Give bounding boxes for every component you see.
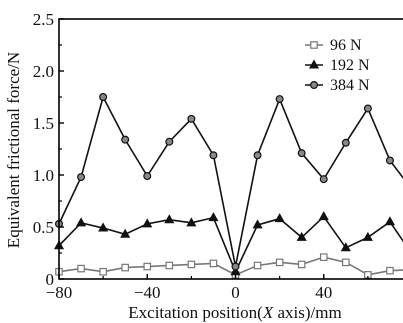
legend-marker-triangle [308, 59, 320, 69]
data-point-384-n [385, 156, 394, 165]
y-tick-label: 2.5 [33, 10, 54, 29]
legend-marker-circle [310, 80, 319, 89]
data-point-96-n [386, 266, 394, 275]
axes: 00.51.01.52.02.5−80−4004080 [33, 10, 369, 302]
data-point-192-n [296, 231, 307, 241]
y-tick-label: 0 [46, 270, 55, 289]
data-point-96-n [319, 253, 328, 261]
y-axis-title: Equivalent frictional force/N [4, 52, 23, 248]
legend-item-192-n: 192 N [305, 57, 370, 74]
x-tick-label: −80 [46, 283, 73, 302]
data-point-96-n [121, 263, 129, 272]
legend-label: 384 N [330, 77, 370, 94]
x-tick-label: −40 [134, 283, 161, 302]
data-point-96-n [187, 260, 196, 269]
data-point-96-n [77, 264, 85, 273]
data-point-384-n [165, 137, 174, 146]
x-tick-label: 0 [231, 283, 240, 302]
data-point-192-n [186, 217, 197, 227]
data-point-384-n [341, 138, 350, 147]
data-point-96-n [253, 261, 262, 270]
data-point-384-n [275, 95, 284, 104]
x-axis-title-part-3: axis)/mm [273, 303, 341, 322]
data-point-384-n [209, 151, 218, 160]
series-line-384-n [58, 94, 403, 267]
x-axis-title-part-1: Excitation position( [128, 303, 263, 322]
data-point-192-n [318, 211, 329, 221]
data-point-192-n [252, 219, 263, 229]
data-point-384-n [253, 151, 262, 160]
data-point-96-n [342, 258, 350, 267]
data-point-192-n [384, 216, 395, 226]
data-point-192-n [142, 218, 153, 228]
data-point-96-n [165, 261, 174, 270]
legend: 96 N 192 N 384 N [305, 37, 370, 94]
data-point-192-n [274, 213, 285, 223]
data-point-96-n [99, 267, 107, 276]
data-point-192-n [98, 222, 109, 232]
series-384-n [54, 92, 403, 271]
y-tick-label: 1.5 [33, 114, 54, 133]
data-point-384-n [77, 173, 86, 182]
data-point-192-n [120, 228, 131, 238]
data-point-192-n [340, 242, 351, 252]
y-tick-label: 1.0 [33, 166, 54, 185]
data-point-96-n [275, 258, 284, 267]
data-point-384-n [121, 135, 130, 144]
data-point-384-n [319, 175, 328, 184]
data-point-96-n [209, 259, 218, 268]
y-tick-label: 2.0 [33, 62, 54, 81]
data-point-384-n [231, 262, 240, 271]
legend-item-384-n: 384 N [305, 77, 370, 94]
legend-item-96-n: 96 N [305, 37, 362, 54]
x-tick-label: 40 [315, 283, 332, 302]
plot-lines [53, 92, 403, 279]
data-point-384-n [187, 114, 196, 123]
data-point-96-n [143, 262, 152, 271]
legend-label: 96 N [330, 37, 362, 54]
series-96-n [55, 253, 403, 279]
x-axis-title: Excitation position(X axis)/mm [128, 303, 341, 322]
data-point-192-n [76, 217, 87, 227]
data-point-192-n [164, 214, 175, 224]
data-point-96-n [297, 260, 306, 269]
x-axis-title-part-2: X [262, 303, 274, 322]
legend-label: 192 N [330, 57, 370, 74]
y-tick-label: 0.5 [33, 218, 54, 237]
data-point-192-n [362, 231, 373, 241]
data-point-384-n [297, 149, 306, 158]
data-point-384-n [99, 92, 108, 101]
data-point-192-n [208, 212, 219, 222]
legend-marker-square [310, 41, 318, 49]
data-point-384-n [143, 172, 152, 181]
data-point-384-n [363, 104, 372, 113]
